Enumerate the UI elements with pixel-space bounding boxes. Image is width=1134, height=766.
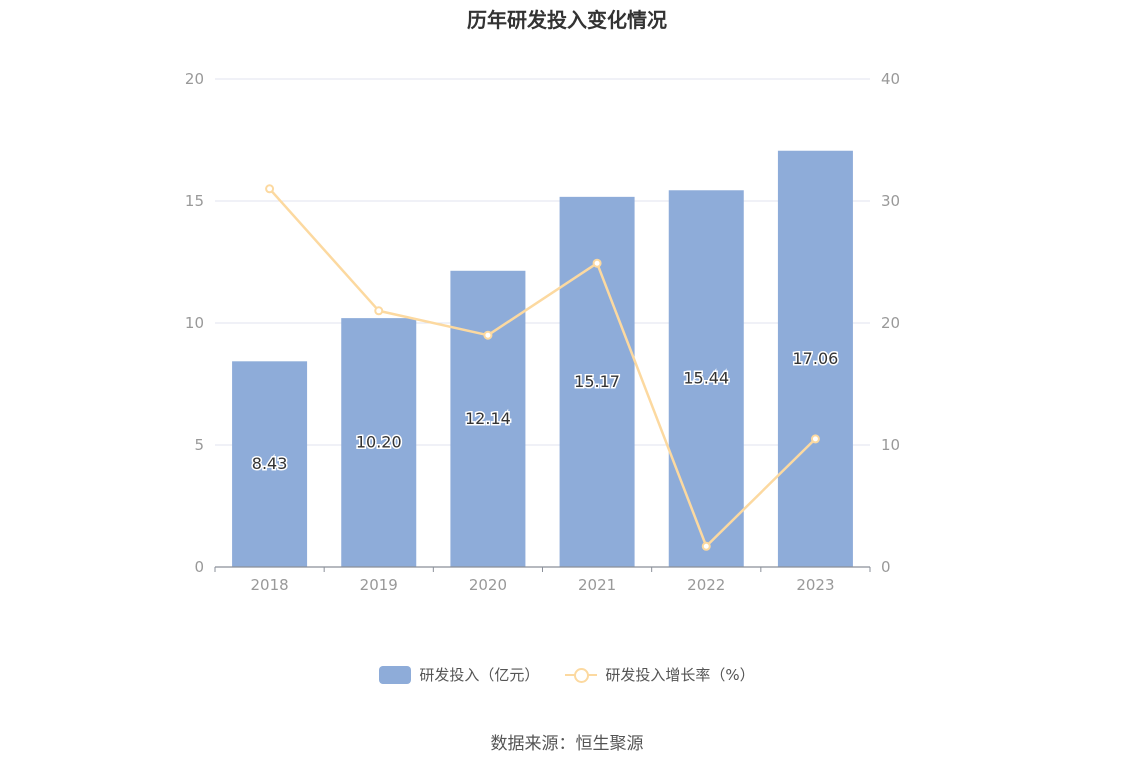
growth-rate-point [592,258,602,268]
x-tick-label: 2023 [796,576,834,594]
bar [777,150,853,567]
legend-item-rd-investment[interactable]: 研发投入（亿元） [379,664,539,685]
bar [341,318,417,567]
growth-rate-point [374,306,384,316]
growth-rate-point [483,330,493,340]
y-right-tick-label: 0 [881,558,891,576]
y-right-tick-label: 20 [881,314,900,332]
y-right-tick-label: 10 [881,436,900,454]
x-tick-label: 2021 [578,576,616,594]
legend-label-growth-rate: 研发投入增长率（%） [605,666,755,684]
bar-value-label: 12.14 [465,409,511,428]
bar-value-label: 8.43 [252,454,288,473]
growth-rate-point [810,434,820,444]
bar-value-label: 15.44 [683,369,729,388]
chart-legend: 研发投入（亿元） 研发投入增长率（%） [0,664,1134,685]
y-left-tick-label: 10 [185,314,204,332]
bar [232,361,308,567]
bar [668,190,744,567]
y-left-tick-label: 15 [185,192,204,210]
x-tick-label: 2018 [250,576,288,594]
growth-rate-point [701,541,711,551]
legend-swatch-line [565,666,598,684]
y-left-tick-label: 20 [185,70,204,88]
growth-rate-line [268,187,817,548]
y-right-tick-label: 30 [881,192,900,210]
bar [559,196,635,568]
bar-value-label: 10.20 [356,433,402,452]
legend-item-growth-rate[interactable]: 研发投入增长率（%） [565,664,755,685]
y-right-tick-label: 40 [881,70,900,88]
y-left-tick-label: 0 [194,558,204,576]
growth-rate-point [265,184,275,194]
bar-value-label: 17.06 [793,349,839,368]
bar-value-label: 15.17 [574,372,620,391]
x-tick-label: 2022 [687,576,725,594]
legend-swatch-bar [379,665,412,684]
x-tick-label: 2020 [469,576,507,594]
chart-title: 历年研发投入变化情况 [467,8,667,32]
x-tick-label: 2019 [360,576,398,594]
legend-label-rd-investment: 研发投入（亿元） [419,666,540,684]
data-source: 数据来源：恒生聚源 [490,734,644,754]
y-left-tick-label: 5 [194,436,204,454]
